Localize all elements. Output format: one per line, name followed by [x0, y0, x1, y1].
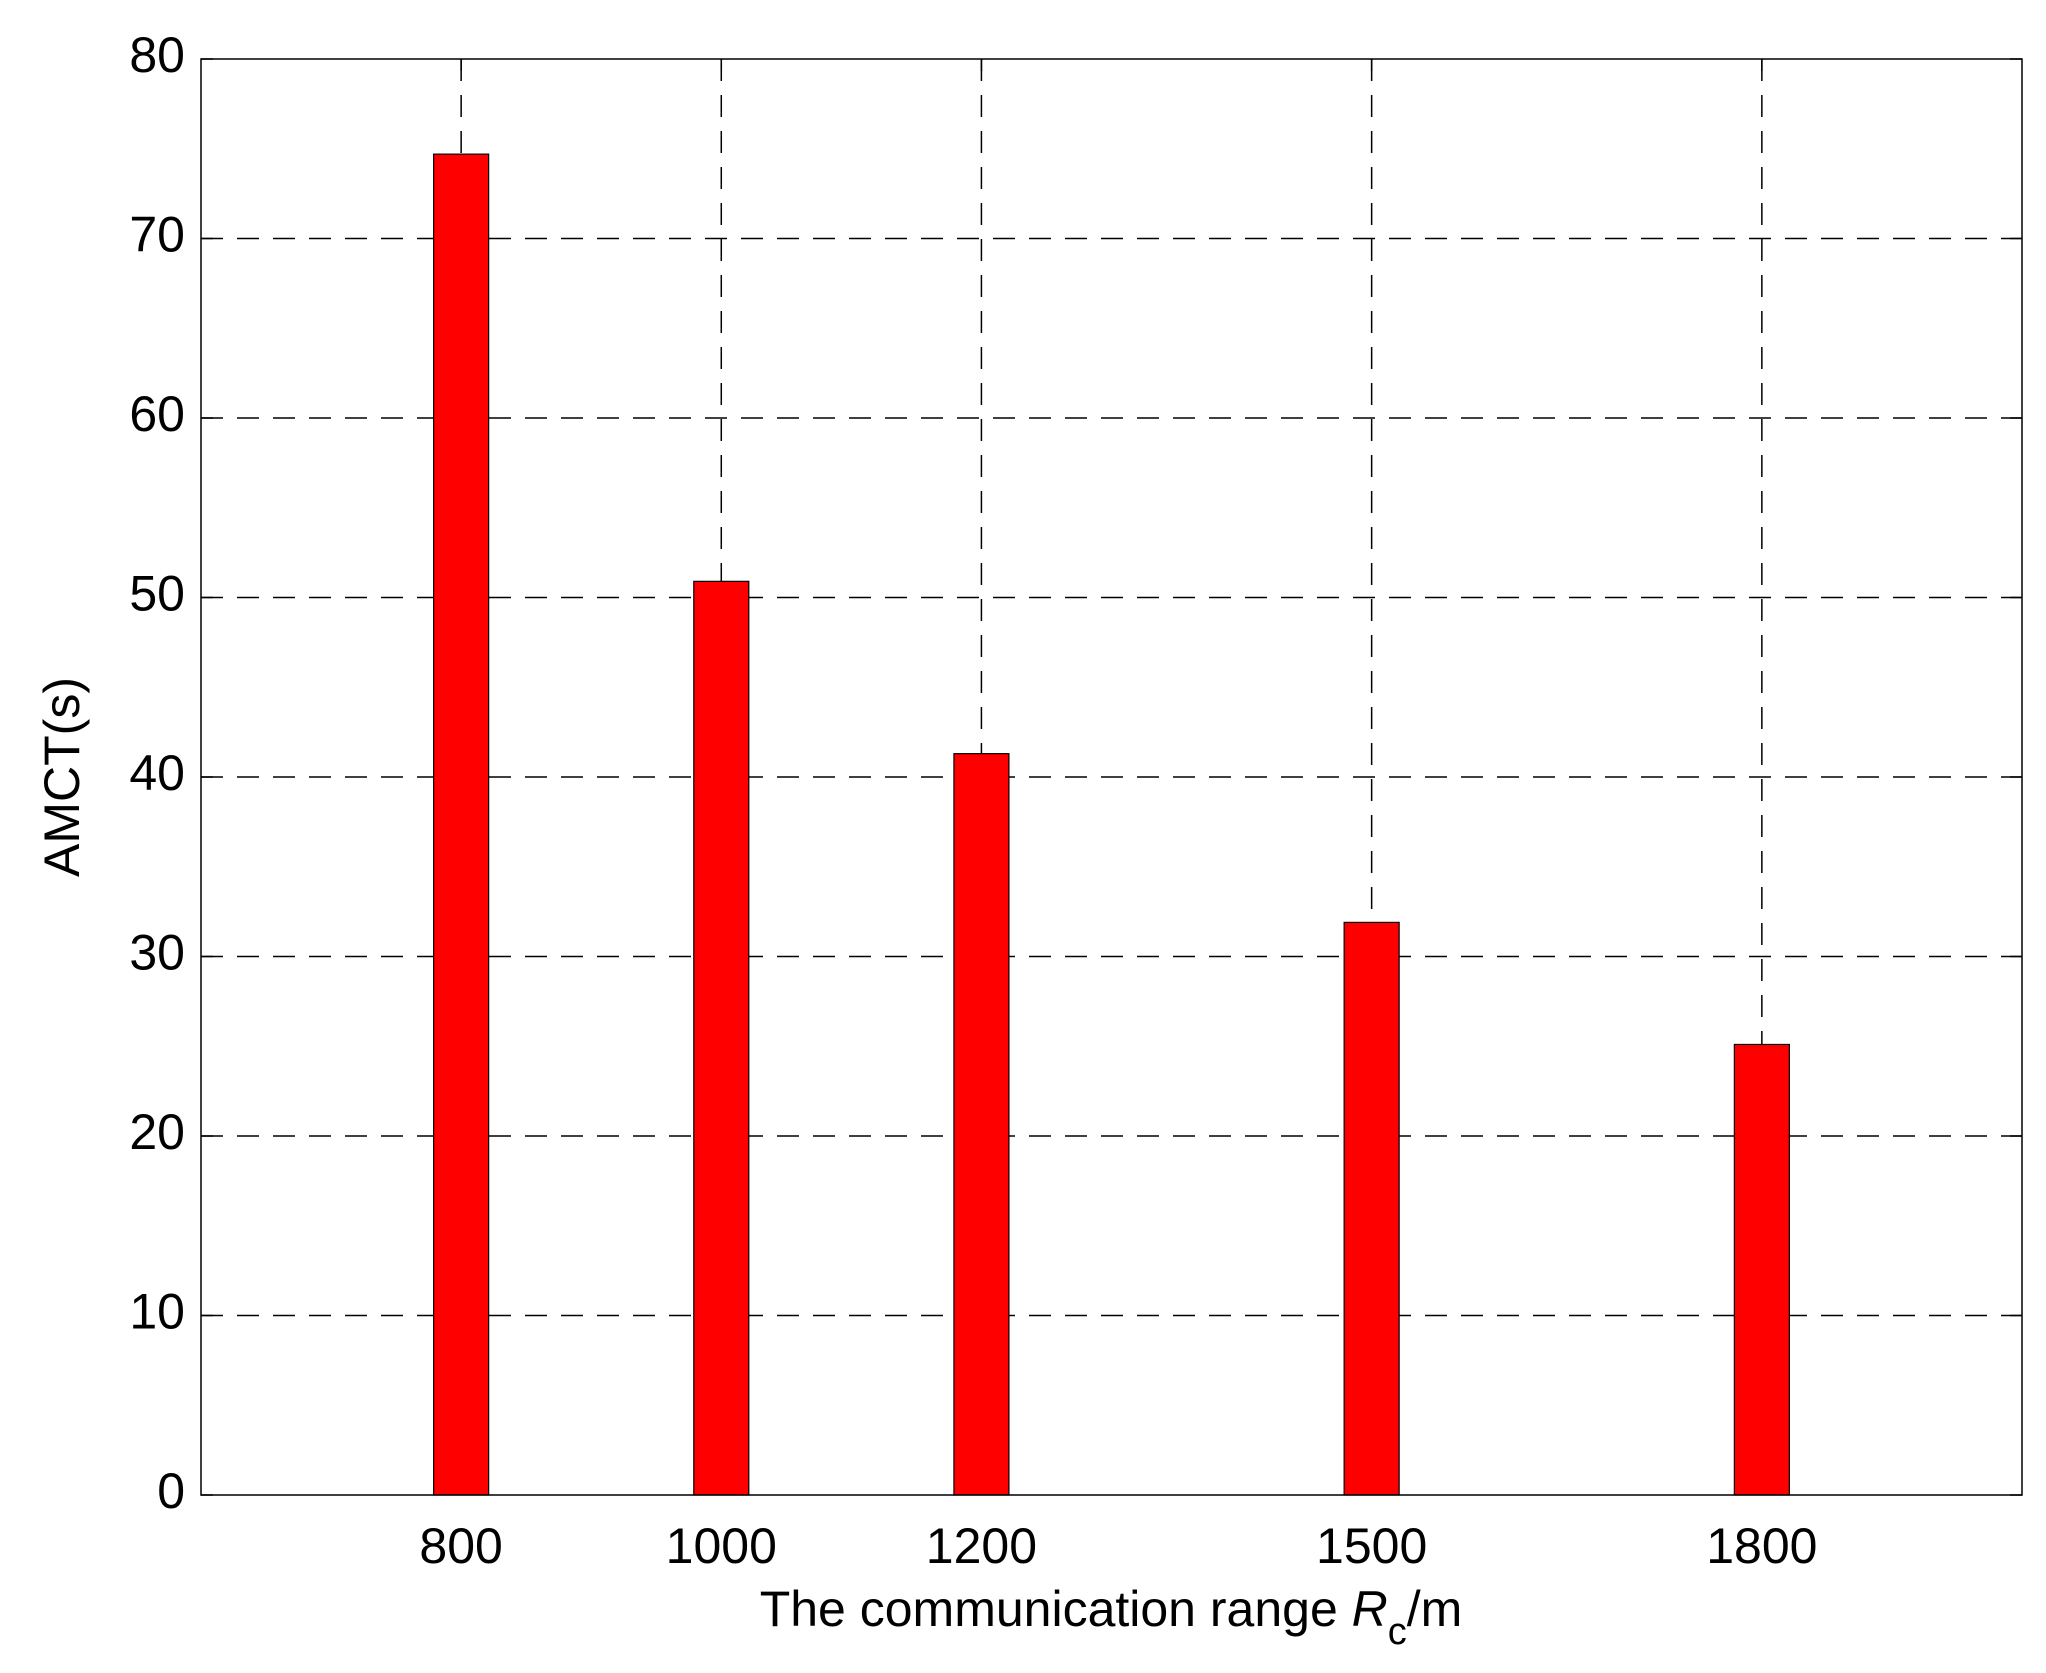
- y-tick-label: 70: [129, 207, 185, 263]
- y-tick-label: 0: [157, 1463, 185, 1519]
- x-axis-label-unit: /m: [1407, 1581, 1463, 1637]
- x-tick-label: 1800: [1706, 1518, 1817, 1574]
- x-tick-label: 1000: [666, 1518, 777, 1574]
- bar: [693, 580, 750, 1496]
- y-tick-label: 20: [129, 1104, 185, 1160]
- bar: [1343, 921, 1400, 1496]
- x-tick-label: 1500: [1316, 1518, 1427, 1574]
- x-tick-label: 800: [419, 1518, 502, 1574]
- x-axis-label-text: The communication range: [760, 1581, 1352, 1637]
- y-tick-label: 30: [129, 925, 185, 981]
- x-axis-label-symbol: R: [1352, 1581, 1388, 1637]
- x-axis-label-subscript: c: [1388, 1611, 1407, 1653]
- y-tick-label: 10: [129, 1284, 185, 1340]
- bar: [1733, 1043, 1790, 1496]
- bar: [433, 153, 490, 1496]
- y-tick-label: 40: [129, 745, 185, 801]
- x-axis-label: The communication range Rc/m: [760, 1581, 1463, 1653]
- bar: [953, 753, 1010, 1496]
- x-tick-label: 1200: [926, 1518, 1037, 1574]
- plot-frame: [200, 58, 2023, 1496]
- y-tick-label: 60: [129, 386, 185, 442]
- y-tick-label: 80: [129, 27, 185, 83]
- y-tick-label: 50: [129, 566, 185, 622]
- y-axis-label: AMCT(s): [34, 677, 90, 877]
